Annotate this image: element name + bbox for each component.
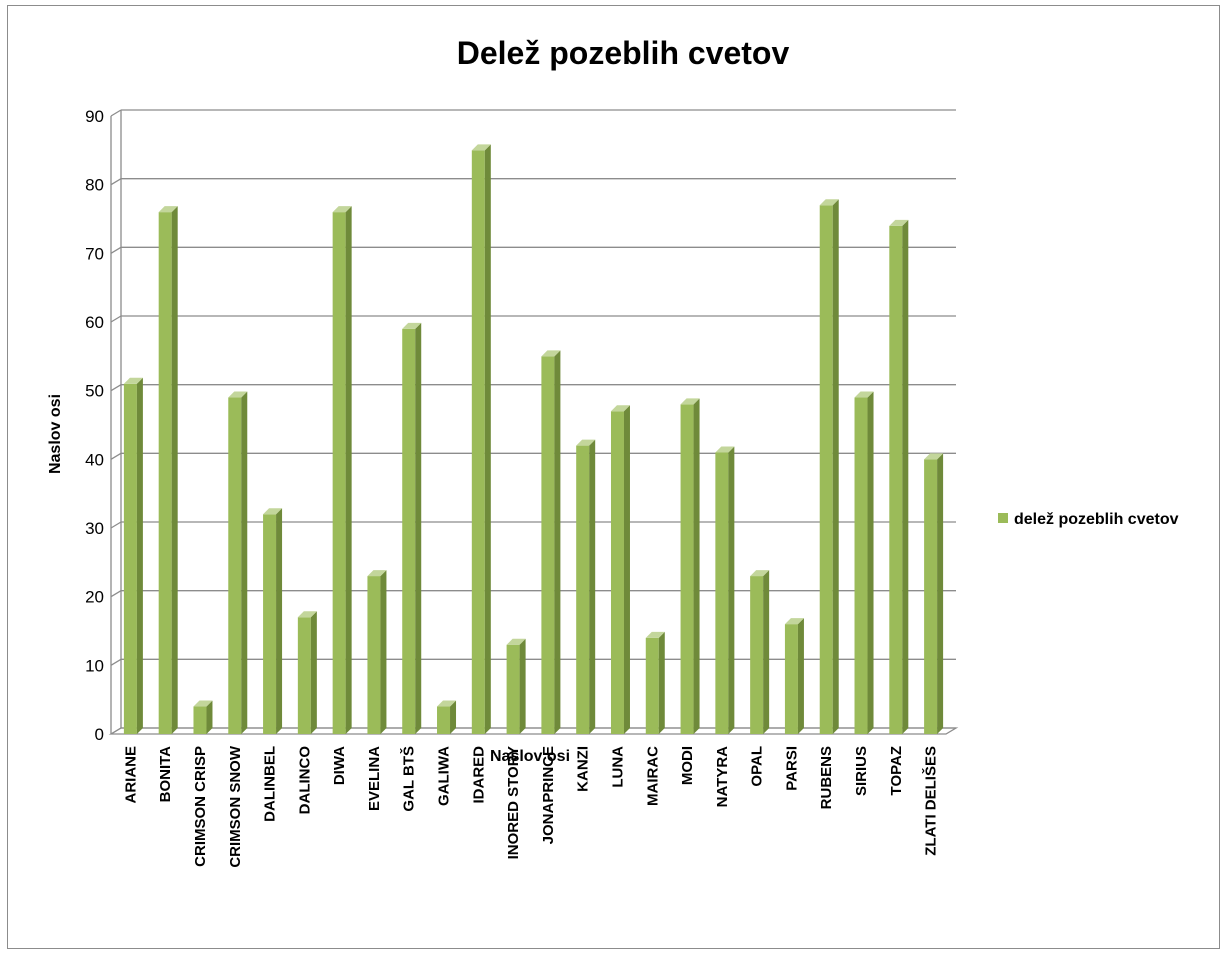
bar: [854, 391, 874, 734]
bar: [402, 322, 422, 734]
wall-tick: [110, 315, 122, 323]
wall-tick: [110, 658, 122, 666]
x-category-label: RUBENS: [818, 746, 835, 809]
x-category-labels: ARIANE BONITA CRIMSON CRISP CRIMSON SNOW DAL…: [122, 745, 939, 868]
chart-floor: [108, 727, 959, 735]
bar: [437, 700, 457, 734]
bar: [123, 377, 143, 734]
x-category-label: KANZI: [575, 746, 592, 792]
bar: [228, 391, 248, 734]
bar: [610, 405, 630, 734]
chart-area: Delež pozeblih cvetov 0 10 20 30 40 50 60 70 80 9…: [7, 5, 1220, 949]
bar: [819, 199, 839, 734]
x-category-label: BONITA: [157, 746, 174, 803]
y-tick-label: 90: [85, 107, 104, 126]
bar: [332, 206, 352, 735]
y-tick-label: 20: [85, 588, 104, 607]
bar: [297, 611, 317, 734]
wall-tick: [110, 452, 122, 460]
bar: [367, 570, 387, 734]
bar: [263, 508, 283, 734]
y-tick-label: 70: [85, 244, 104, 263]
x-category-label: ZLATI DELIŠES: [922, 746, 940, 856]
x-category-label: ARIANE: [122, 746, 139, 804]
x-category-label: GAL BTŠ: [400, 746, 418, 812]
y-axis-title: Naslov osi: [47, 394, 64, 474]
bar: [784, 618, 804, 734]
x-category-label: EVELINA: [366, 746, 383, 811]
y-tick-label: 50: [85, 382, 104, 401]
bar: [541, 350, 561, 734]
gridlines: [110, 109, 956, 735]
bars: [123, 144, 944, 735]
bar: [158, 206, 178, 735]
y-tick-label: 60: [85, 313, 104, 332]
y-tick-labels: 0 10 20 30 40 50 60 70 80 90: [85, 107, 104, 744]
bar: [506, 638, 526, 734]
bar: [193, 700, 213, 734]
x-category-label: DALINCO: [296, 746, 313, 815]
wall-tick: [110, 590, 122, 598]
bar: [750, 570, 770, 734]
x-category-label: MODI: [679, 746, 696, 785]
chart-title: Delež pozeblih cvetov: [457, 35, 790, 71]
x-category-label: JONAPRINCE: [540, 746, 557, 844]
legend-swatch: [998, 513, 1008, 523]
bar-chart: Delež pozeblih cvetov 0 10 20 30 40 50 60 70 80 9…: [47, 35, 1179, 868]
x-category-label: NATYRA: [714, 746, 731, 808]
x-category-label: IDARED: [470, 746, 487, 804]
wall-tick: [110, 246, 122, 254]
legend-label: delež pozeblih cvetov: [1014, 511, 1179, 528]
bar: [715, 446, 735, 734]
x-category-label: CRIMSON SNOW: [227, 745, 244, 868]
x-category-label: LUNA: [609, 746, 626, 788]
y-tick-label: 0: [95, 725, 104, 744]
bar: [924, 453, 944, 734]
x-category-label: OPAL: [749, 746, 766, 787]
x-category-label: DALINBEL: [262, 746, 279, 822]
bar: [680, 398, 700, 734]
x-axis-title: Naslov osi: [490, 748, 570, 765]
x-category-label: DIWA: [331, 746, 348, 785]
y-tick-label: 40: [85, 450, 104, 469]
x-category-label: CRIMSON CRISP: [192, 746, 209, 867]
axes: [108, 110, 959, 735]
x-category-label: TOPAZ: [888, 746, 905, 795]
y-tick-label: 30: [85, 519, 104, 538]
wall-tick: [110, 384, 122, 392]
x-category-label: GALIWA: [436, 746, 453, 806]
x-category-label: SIRIUS: [853, 746, 870, 796]
x-category-label: PARSI: [783, 746, 800, 791]
wall-tick: [110, 178, 122, 186]
bar: [889, 219, 909, 734]
y-tick-label: 10: [85, 656, 104, 675]
legend: delež pozeblih cvetov: [998, 511, 1179, 528]
y-tick-label: 80: [85, 176, 104, 195]
x-category-label: INORED STORY: [505, 746, 522, 859]
bar: [645, 631, 665, 734]
bar: [471, 144, 491, 735]
wall-tick: [110, 109, 122, 117]
x-category-label: MAIRAC: [644, 746, 661, 806]
wall-tick: [110, 521, 122, 529]
bar: [576, 439, 596, 734]
